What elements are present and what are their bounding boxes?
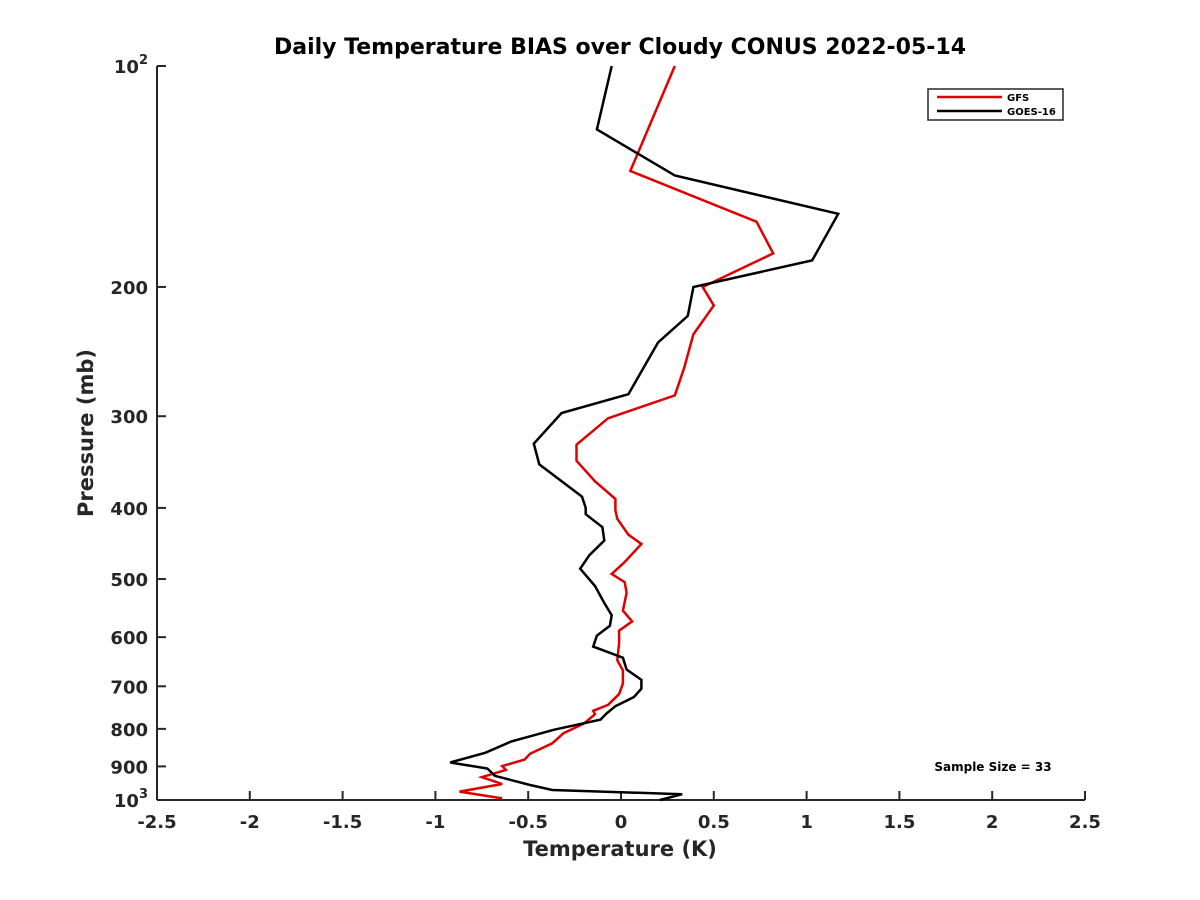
y-tick-label: 102 [114, 53, 148, 78]
chart-title: Daily Temperature BIAS over Cloudy CONUS… [274, 35, 966, 60]
x-tick-label: -2.5 [137, 812, 176, 833]
legend-box [927, 88, 1064, 121]
y-tick-label: 400 [110, 499, 148, 520]
x-tick-label: 0 [615, 812, 628, 833]
x-tick-label: 2 [986, 812, 999, 833]
x-tick-label: 1 [800, 812, 813, 833]
y-tick-label: 800 [110, 720, 148, 741]
x-tick-label: 1.5 [883, 812, 915, 833]
legend-label-gfs: GFS [1007, 93, 1029, 104]
x-tick-label: -1.5 [323, 812, 362, 833]
y-tick-label: 103 [114, 787, 148, 812]
series-line-goes-16 [449, 65, 841, 802]
y-tick-label: 900 [110, 757, 148, 778]
x-tick-label: -2 [240, 812, 260, 833]
y-tick-label: 700 [110, 677, 148, 698]
axes: -2.5 -2 -1.5 -1 -0.5 0 0.5 1 1.5 2 2.5 102 200 300 400… [110, 53, 1101, 833]
x-tick-label: 2.5 [1069, 812, 1101, 833]
sample-size-annotation: Sample Size = 33 [934, 760, 1051, 774]
x-tick-label: -0.5 [509, 812, 548, 833]
x-tick-label: 0.5 [698, 812, 730, 833]
y-axis-label: Pressure (mb) [74, 349, 98, 517]
x-axis-label: Temperature (K) [523, 837, 717, 861]
series-line-gfs [459, 65, 775, 800]
y-tick-label: 300 [110, 407, 148, 428]
legend: GFS GOES-16 [927, 88, 1064, 121]
y-tick-label: 600 [110, 628, 148, 649]
x-tick-label: -1 [425, 812, 445, 833]
plot-area [449, 65, 841, 802]
legend-label-goes-16: GOES-16 [1007, 107, 1056, 118]
y-tick-label: 500 [110, 570, 148, 591]
y-tick-label: 200 [110, 278, 148, 299]
